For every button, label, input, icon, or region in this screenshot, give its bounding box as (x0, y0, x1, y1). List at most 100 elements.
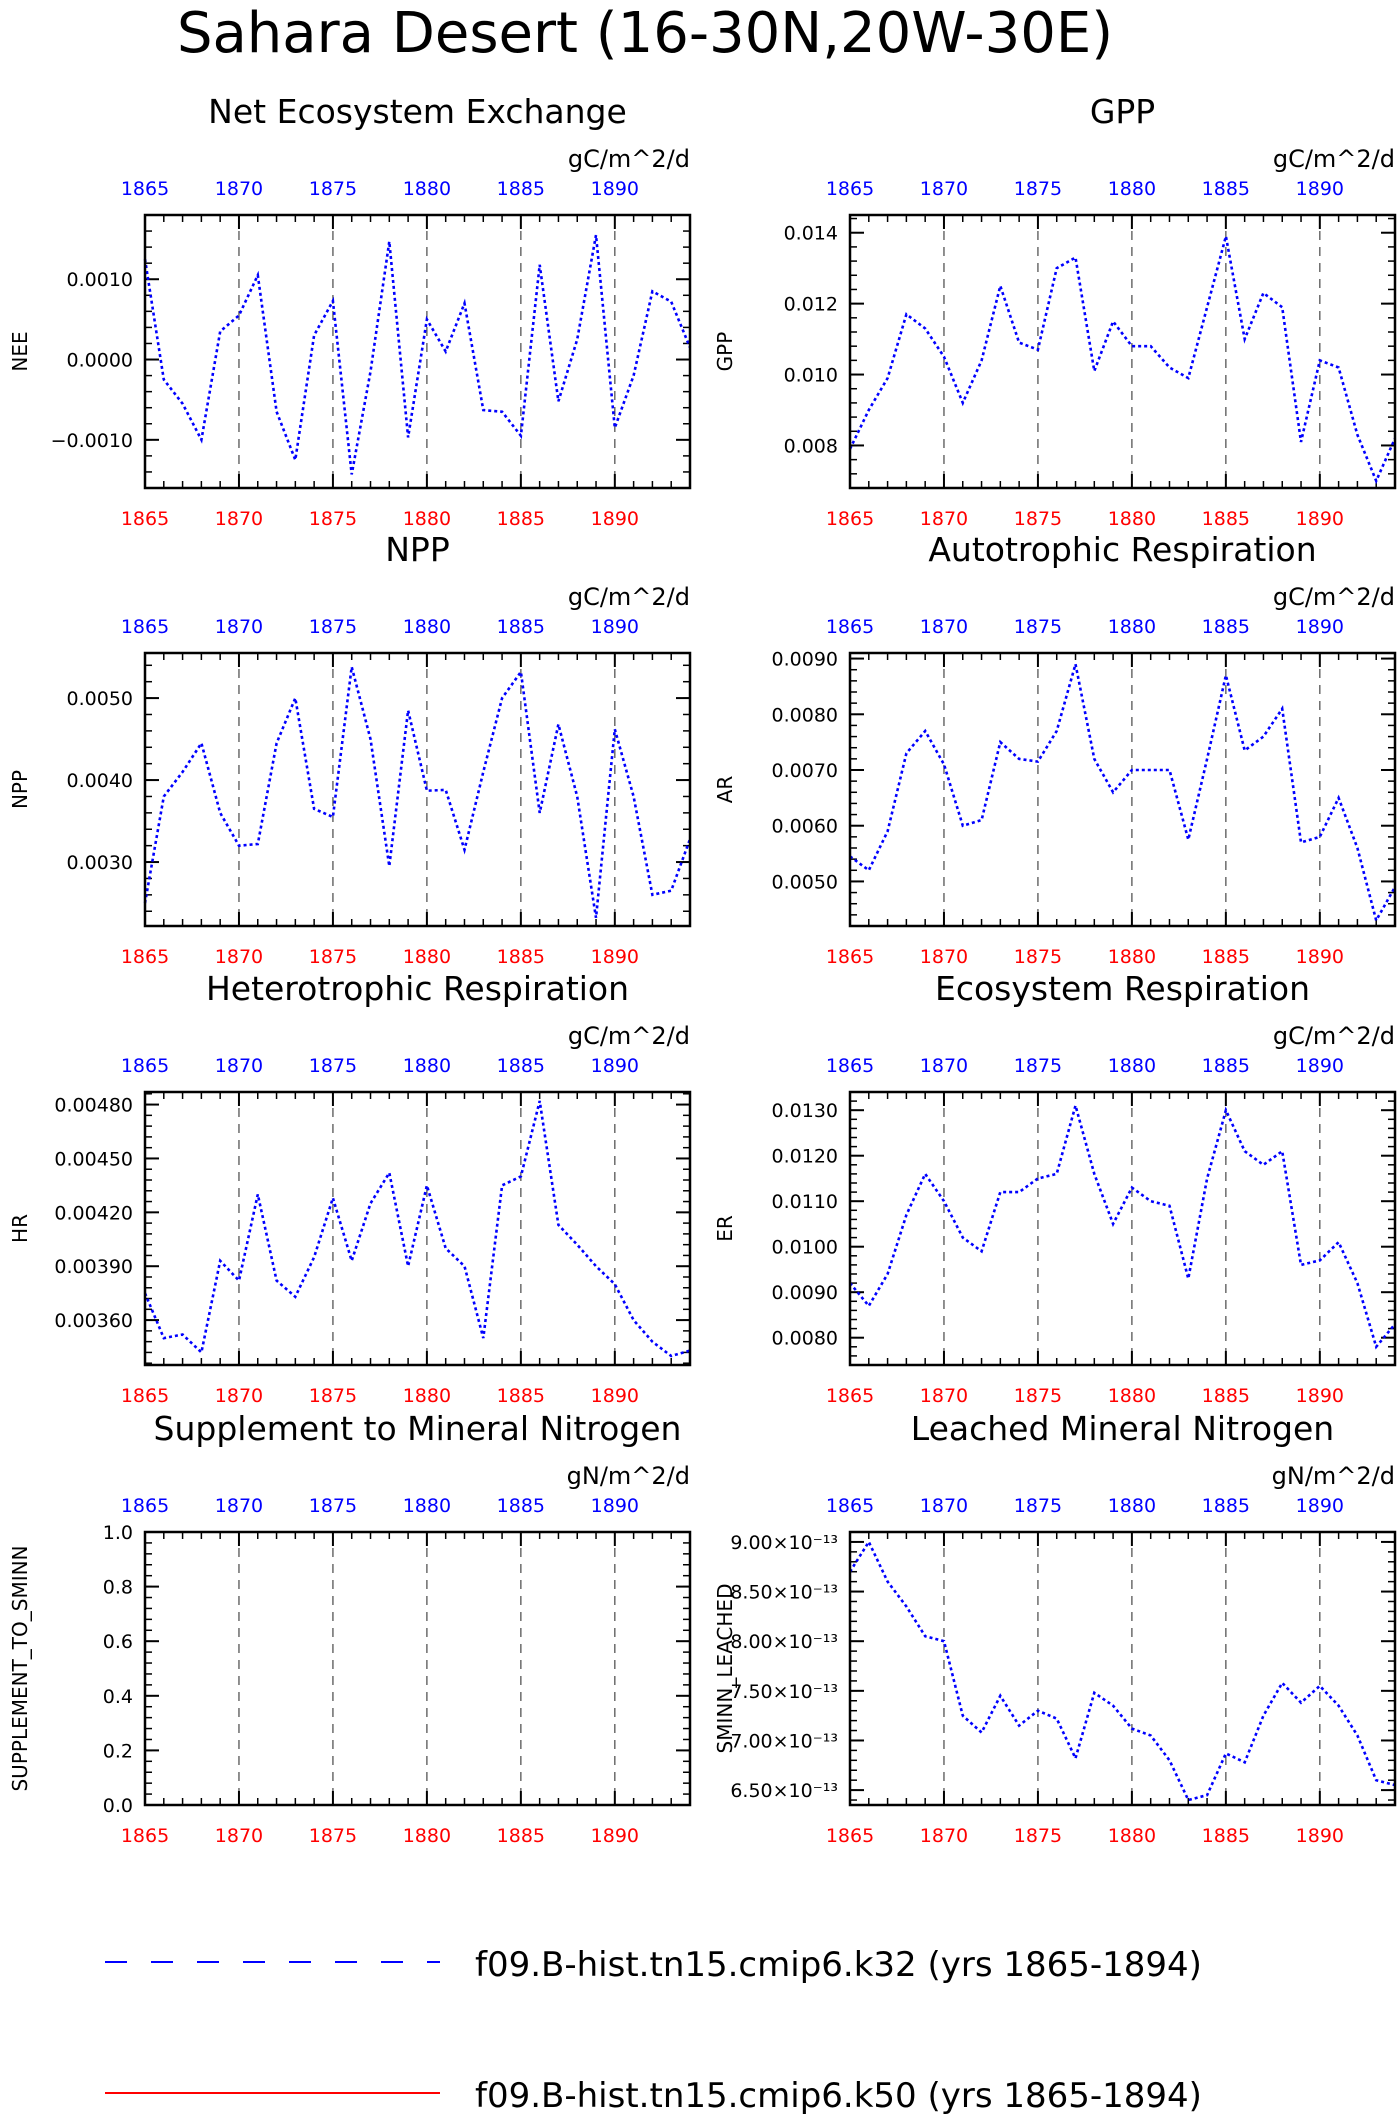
y-tick-label: 0.0090 (772, 649, 838, 671)
x-tick-label-top: 1875 (309, 1055, 357, 1077)
chart-panel: Supplement to Mineral Nitrogen gN/m^2/d 18… (8, 1409, 692, 1847)
legend-label-k50: f09.B-hist.tn15.cmip6.k50 (yrs 1865-1894… (475, 2076, 1202, 2116)
y-tick-label: 0.0010 (67, 269, 133, 291)
x-tick-label-top: 1870 (215, 1495, 263, 1517)
units-label: gC/m^2/d (1273, 1022, 1395, 1050)
x-tick-label-bottom: 1870 (920, 946, 968, 968)
x-tick-label-top: 1880 (403, 1495, 451, 1517)
x-tick-label-bottom: 1870 (920, 1825, 968, 1847)
x-tick-label-top: 1865 (826, 178, 874, 200)
x-tick-label-top: 1885 (497, 1055, 545, 1077)
chart-panel: Leached Mineral Nitrogen gN/m^2/d 1865 1865… (713, 1409, 1397, 1847)
units-label: gC/m^2/d (568, 1022, 690, 1050)
x-tick-label-bottom: 1875 (309, 1385, 357, 1407)
units-label: gN/m^2/d (1272, 1462, 1395, 1490)
x-tick-label-bottom: 1890 (591, 1385, 639, 1407)
y-tick-label: 0.00360 (54, 1310, 133, 1332)
x-tick-label-top: 1875 (309, 1495, 357, 1517)
y-axis-label: NEE (8, 331, 32, 371)
x-tick-label-top: 1885 (497, 178, 545, 200)
x-tick-label-bottom: 1880 (403, 1825, 451, 1847)
x-tick-label-bottom: 1875 (1014, 508, 1062, 530)
y-tick-label: 7.50×10⁻¹³ (730, 1681, 838, 1703)
y-tick-label: 0.4 (103, 1686, 133, 1708)
x-tick-label-bottom: 1880 (1108, 1385, 1156, 1407)
panel-title: Net Ecosystem Exchange (208, 92, 627, 131)
y-axis-label: AR (713, 776, 737, 804)
plot-frame (848, 1530, 1397, 1807)
panel-title: Supplement to Mineral Nitrogen (154, 1409, 682, 1448)
y-tick-label: 0.0130 (772, 1100, 838, 1122)
x-tick-label-top: 1875 (1014, 178, 1062, 200)
x-tick-label-bottom: 1890 (1296, 946, 1344, 968)
plot-frame (143, 1530, 692, 1807)
y-tick-label: 7.00×10⁻¹³ (730, 1730, 838, 1752)
figure-title: Sahara Desert (16-30N,20W-30E) (177, 1, 1113, 66)
x-tick-label-top: 1865 (826, 1495, 874, 1517)
x-tick-label-bottom: 1865 (826, 1825, 874, 1847)
plot-frame (143, 1090, 692, 1367)
x-tick-label-bottom: 1865 (121, 1385, 169, 1407)
y-tick-label: 0.0000 (67, 350, 133, 372)
panels-group: Net Ecosystem Exchange gC/m^2/d 1865 1865 18… (8, 92, 1397, 1847)
x-tick-label-top: 1890 (591, 616, 639, 638)
y-tick-label: 0.0080 (772, 704, 838, 726)
x-tick-label-top: 1880 (403, 1055, 451, 1077)
x-tick-label-top: 1865 (826, 1055, 874, 1077)
x-tick-label-top: 1870 (920, 1495, 968, 1517)
legend: f09.B-hist.tn15.cmip6.k32 (yrs 1865-1894… (105, 1945, 1202, 2116)
x-tick-label-top: 1865 (121, 178, 169, 200)
x-tick-label-bottom: 1885 (497, 1385, 545, 1407)
chart-panel: Ecosystem Respiration gC/m^2/d 1865 1865 187… (713, 969, 1397, 1407)
y-axis-label: SMINN_LEACHED (713, 1584, 737, 1754)
x-tick-label-top: 1875 (1014, 1495, 1062, 1517)
x-tick-label-top: 1865 (121, 1055, 169, 1077)
plot-frame (848, 651, 1397, 928)
x-tick-label-bottom: 1865 (826, 946, 874, 968)
x-tick-label-top: 1885 (1202, 178, 1250, 200)
y-tick-label: 0.8 (103, 1577, 133, 1599)
y-tick-label: 0.010 (784, 365, 838, 387)
y-tick-label: 0.00480 (54, 1095, 133, 1117)
x-tick-label-bottom: 1875 (1014, 946, 1062, 968)
x-tick-label-top: 1885 (497, 1495, 545, 1517)
series-line (143, 234, 692, 475)
x-tick-label-bottom: 1865 (121, 946, 169, 968)
x-tick-label-bottom: 1890 (591, 508, 639, 530)
x-tick-label-bottom: 1870 (920, 508, 968, 530)
x-tick-label-top: 1875 (309, 178, 357, 200)
x-tick-label-top: 1870 (920, 1055, 968, 1077)
panel-title: Heterotrophic Respiration (206, 969, 629, 1008)
y-tick-label: 8.50×10⁻¹³ (730, 1582, 838, 1604)
x-tick-label-top: 1880 (403, 616, 451, 638)
y-tick-label: 0.0 (103, 1795, 133, 1817)
x-tick-label-bottom: 1885 (497, 508, 545, 530)
chart-panel: Heterotrophic Respiration gC/m^2/d 1865 186… (8, 969, 692, 1407)
x-tick-label-top: 1875 (1014, 616, 1062, 638)
x-tick-label-bottom: 1885 (497, 946, 545, 968)
legend-label-k32: f09.B-hist.tn15.cmip6.k32 (yrs 1865-1894… (475, 1945, 1202, 1985)
x-tick-label-top: 1885 (497, 616, 545, 638)
y-tick-label: 0.0050 (772, 871, 838, 893)
units-label: gC/m^2/d (1273, 145, 1395, 173)
y-tick-label: 0.0070 (772, 760, 838, 782)
y-tick-label: 6.50×10⁻¹³ (730, 1780, 838, 1802)
y-tick-label: 0.014 (784, 223, 838, 245)
y-tick-label: 0.2 (103, 1740, 133, 1762)
series-line (848, 1539, 1396, 1802)
y-axis-label: NPP (8, 770, 32, 809)
chart-panel: Net Ecosystem Exchange gC/m^2/d 1865 1865 18… (8, 92, 692, 530)
x-tick-label-bottom: 1880 (1108, 946, 1156, 968)
x-tick-label-bottom: 1890 (1296, 508, 1344, 530)
x-tick-label-top: 1880 (403, 178, 451, 200)
y-tick-label: 0.012 (784, 294, 838, 316)
y-tick-label: 0.0110 (772, 1191, 838, 1213)
y-tick-label: 9.00×10⁻¹³ (730, 1532, 838, 1554)
x-tick-label-top: 1890 (1296, 1055, 1344, 1077)
x-tick-label-top: 1890 (1296, 616, 1344, 638)
chart-panel: Autotrophic Respiration gC/m^2/d 1865 1865 1… (713, 530, 1397, 968)
x-tick-label-bottom: 1870 (215, 946, 263, 968)
x-tick-label-top: 1890 (591, 1055, 639, 1077)
x-tick-label-top: 1885 (1202, 1055, 1250, 1077)
x-tick-label-bottom: 1875 (1014, 1385, 1062, 1407)
